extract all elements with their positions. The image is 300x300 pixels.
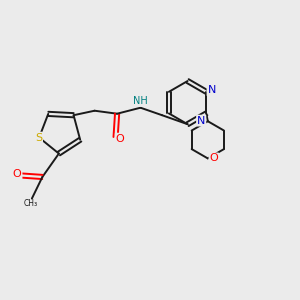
Text: O: O — [116, 134, 124, 144]
Text: S: S — [35, 133, 42, 142]
Text: O: O — [209, 153, 218, 164]
Text: O: O — [13, 169, 22, 179]
Text: CH₃: CH₃ — [23, 200, 38, 208]
Text: N: N — [208, 85, 216, 95]
Text: NH: NH — [133, 96, 148, 106]
Text: N: N — [197, 116, 206, 126]
